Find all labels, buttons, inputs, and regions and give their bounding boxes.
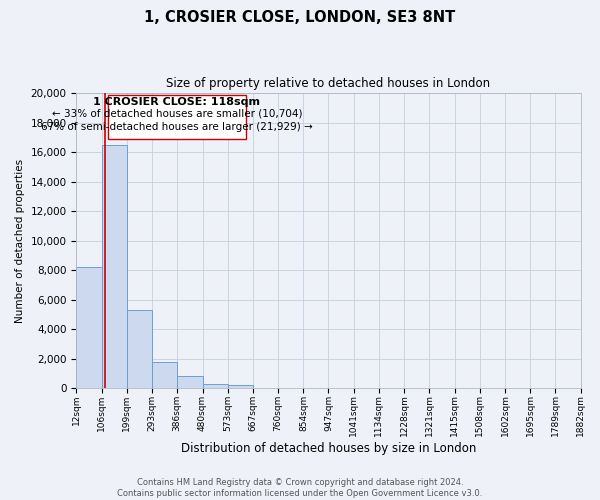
- Bar: [203, 384, 227, 388]
- Bar: [108, 96, 245, 139]
- Bar: [227, 385, 253, 388]
- Text: Contains HM Land Registry data © Crown copyright and database right 2024.
Contai: Contains HM Land Registry data © Crown c…: [118, 478, 482, 498]
- Bar: [76, 267, 102, 388]
- Y-axis label: Number of detached properties: Number of detached properties: [15, 158, 25, 322]
- Text: ← 33% of detached houses are smaller (10,704): ← 33% of detached houses are smaller (10…: [52, 108, 302, 118]
- Bar: [152, 362, 177, 388]
- X-axis label: Distribution of detached houses by size in London: Distribution of detached houses by size …: [181, 442, 476, 455]
- Bar: [177, 376, 203, 388]
- Title: Size of property relative to detached houses in London: Size of property relative to detached ho…: [166, 78, 491, 90]
- Bar: [127, 310, 152, 388]
- Bar: [102, 144, 127, 388]
- Text: 67% of semi-detached houses are larger (21,929) →: 67% of semi-detached houses are larger (…: [41, 122, 313, 132]
- Text: 1 CROSIER CLOSE: 118sqm: 1 CROSIER CLOSE: 118sqm: [94, 97, 260, 107]
- Text: 1, CROSIER CLOSE, LONDON, SE3 8NT: 1, CROSIER CLOSE, LONDON, SE3 8NT: [145, 10, 455, 25]
